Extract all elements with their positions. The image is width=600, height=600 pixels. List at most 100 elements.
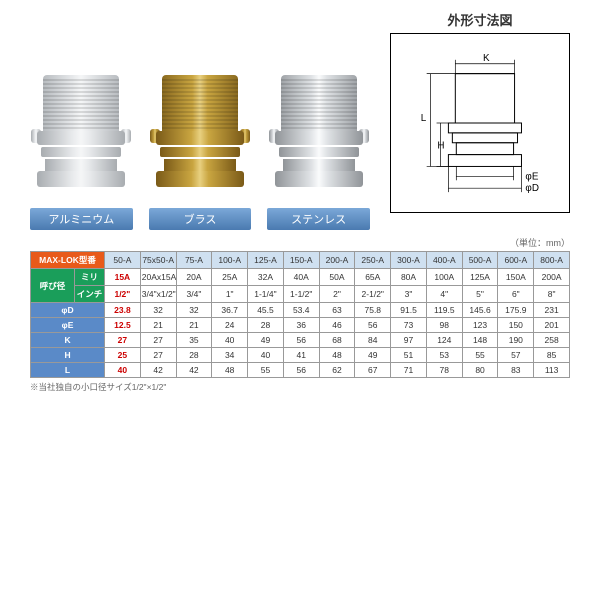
model-cell: 100-A	[212, 252, 248, 269]
L-cell: 42	[176, 363, 212, 378]
inch-cell: 2-1/2"	[355, 286, 391, 303]
K-cell: 148	[462, 333, 498, 348]
K-cell: 190	[498, 333, 534, 348]
model-cell: 300-A	[391, 252, 427, 269]
H-cell: 51	[391, 348, 427, 363]
L-cell: 113	[534, 363, 570, 378]
phiD-cell: 175.9	[498, 303, 534, 318]
unit-note: （単位：mm）	[0, 230, 600, 251]
phiD-cell: 23.8	[105, 303, 141, 318]
phiE-cell: 24	[212, 318, 248, 333]
phiE-cell: 21	[176, 318, 212, 333]
H-cell: 48	[319, 348, 355, 363]
K-cell: 40	[212, 333, 248, 348]
phiE-cell: 150	[498, 318, 534, 333]
product-image	[267, 70, 370, 200]
mm-cell: 40A	[283, 269, 319, 286]
L-cell: 67	[355, 363, 391, 378]
mm-cell: 50A	[319, 269, 355, 286]
mm-cell: 100A	[426, 269, 462, 286]
inch-cell: 1-1/4"	[248, 286, 284, 303]
mm-cell: 20A	[176, 269, 212, 286]
L-cell: 83	[498, 363, 534, 378]
model-cell: 50-A	[105, 252, 141, 269]
mm-cell: 25A	[212, 269, 248, 286]
dim-H: H	[437, 141, 444, 152]
H-cell: 49	[355, 348, 391, 363]
dim-phiE: φE	[525, 171, 538, 182]
mm-cell: 65A	[355, 269, 391, 286]
model-cell: 200-A	[319, 252, 355, 269]
H-cell: 25	[105, 348, 141, 363]
H-cell: 55	[462, 348, 498, 363]
diagram-title: 外形寸法図	[390, 10, 570, 29]
material-label: ステンレス	[267, 208, 370, 230]
product-row: アルミニウム ブラス ステンレス	[30, 10, 370, 230]
phiD-cell: 32	[140, 303, 176, 318]
mm-cell: 80A	[391, 269, 427, 286]
L-cell: 80	[462, 363, 498, 378]
inch-cell: 3/4"x1/2"	[140, 286, 176, 303]
inch-cell: 4"	[426, 286, 462, 303]
K-cell: 27	[140, 333, 176, 348]
L-cell: 78	[426, 363, 462, 378]
product-steel: ステンレス	[267, 70, 370, 230]
phiD-cell: 91.5	[391, 303, 427, 318]
model-cell: 500-A	[462, 252, 498, 269]
phiD-cell: 36.7	[212, 303, 248, 318]
spec-table: MAX-LOK型番50-A75x50-A75-A100-A125-A150-A2…	[30, 251, 570, 378]
L-cell: 42	[140, 363, 176, 378]
H-cell: 28	[176, 348, 212, 363]
material-label: ブラス	[149, 208, 252, 230]
inch-cell: 3"	[391, 286, 427, 303]
hdr-L: L	[31, 363, 105, 378]
H-cell: 57	[498, 348, 534, 363]
fitting-icon	[275, 75, 363, 195]
hdr-model: MAX-LOK型番	[31, 252, 105, 269]
inch-cell: 1"	[212, 286, 248, 303]
mm-cell: 15A	[105, 269, 141, 286]
K-cell: 124	[426, 333, 462, 348]
fitting-icon	[37, 75, 125, 195]
phiE-cell: 56	[355, 318, 391, 333]
phiD-cell: 63	[319, 303, 355, 318]
dim-phiD: φD	[525, 183, 539, 194]
model-cell: 400-A	[426, 252, 462, 269]
diagram-box: K L H φE φD	[390, 33, 570, 213]
K-cell: 49	[248, 333, 284, 348]
inch-cell: 1-1/2"	[283, 286, 319, 303]
inch-cell: 5"	[462, 286, 498, 303]
phiD-cell: 145.6	[462, 303, 498, 318]
K-cell: 258	[534, 333, 570, 348]
inch-cell: 3/4"	[176, 286, 212, 303]
inch-cell: 8"	[534, 286, 570, 303]
model-cell: 150-A	[283, 252, 319, 269]
mm-cell: 125A	[462, 269, 498, 286]
model-cell: 600-A	[498, 252, 534, 269]
hdr-K: K	[31, 333, 105, 348]
K-cell: 68	[319, 333, 355, 348]
H-cell: 34	[212, 348, 248, 363]
phiE-cell: 201	[534, 318, 570, 333]
hdr-mm: ミリ	[75, 269, 105, 286]
dim-L: L	[421, 113, 427, 124]
H-cell: 53	[426, 348, 462, 363]
L-cell: 71	[391, 363, 427, 378]
L-cell: 56	[283, 363, 319, 378]
inch-cell: 6"	[498, 286, 534, 303]
phiD-cell: 32	[176, 303, 212, 318]
hdr-inch: インチ	[75, 286, 105, 303]
phiE-cell: 12.5	[105, 318, 141, 333]
product-image	[30, 70, 133, 200]
model-cell: 125-A	[248, 252, 284, 269]
phiE-cell: 28	[248, 318, 284, 333]
product-image	[149, 70, 252, 200]
model-cell: 250-A	[355, 252, 391, 269]
phiE-cell: 123	[462, 318, 498, 333]
phiD-cell: 231	[534, 303, 570, 318]
L-cell: 55	[248, 363, 284, 378]
K-cell: 27	[105, 333, 141, 348]
H-cell: 27	[140, 348, 176, 363]
footnote: ※当社独自の小口径サイズ1/2"×1/2"	[0, 378, 600, 393]
H-cell: 40	[248, 348, 284, 363]
